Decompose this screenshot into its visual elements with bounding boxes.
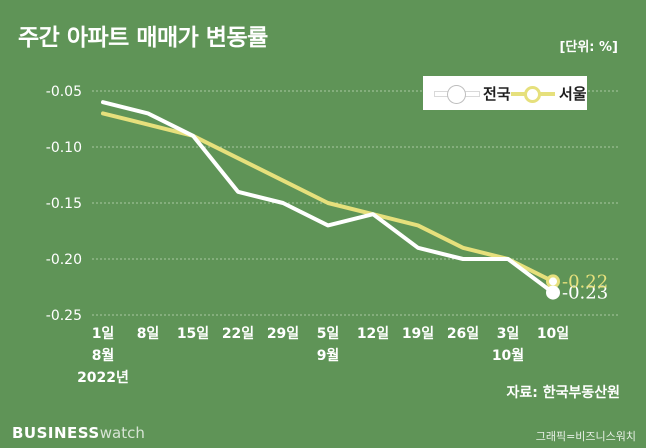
- y-tick-label: -0.25: [46, 308, 82, 324]
- x-tick-label: 29일: [267, 326, 299, 342]
- national-marker-icon: [448, 86, 465, 103]
- x-tick-label: 12일: [357, 326, 389, 342]
- series-lines: [101, 100, 560, 300]
- x-tick-label: 3일: [497, 326, 520, 342]
- x-tick-label: 1일: [92, 326, 115, 342]
- y-axis-ticks: -0.05 -0.10 -0.15 -0.20 -0.25: [46, 84, 82, 324]
- x-tick-label: 19일: [402, 326, 434, 342]
- y-tick-label: -0.15: [46, 196, 82, 212]
- x-axis-ticks: 1일 8월 2022년 8일 15일 22일 29일 5일 9월 12일 19일 26일 3일 10월 10…: [77, 326, 569, 386]
- source-note: 자료: 한국부동산원: [506, 385, 620, 401]
- series-line: [101, 100, 555, 295]
- seoul-marker-icon: [524, 86, 541, 103]
- chart-title: 주간 아파트 매매가 변동률: [18, 25, 268, 51]
- graphic-credit: 그래픽=비즈니스워치: [535, 430, 636, 443]
- x-tick-sublabel: 9월: [317, 347, 340, 364]
- end-value-label: -0.23: [562, 283, 608, 304]
- legend-label-national: 전국: [483, 85, 511, 103]
- unit-label: [단위: %]: [559, 40, 618, 55]
- legend: 전국 서울: [423, 76, 587, 110]
- end-point-marker: [546, 285, 560, 300]
- brand-main: BUSINESS: [12, 424, 100, 442]
- end-point-marker: [546, 274, 560, 289]
- series-line: [101, 111, 555, 284]
- x-tick-sublabel: 2022년: [77, 370, 129, 386]
- x-tick-label: 15일: [177, 326, 209, 342]
- x-tick-label: 8일: [137, 326, 160, 342]
- end-labels: -0.23-0.22: [562, 271, 608, 303]
- legend-label-seoul: 서울: [559, 85, 587, 103]
- y-tick-label: -0.20: [46, 252, 82, 268]
- y-tick-label: -0.10: [46, 140, 82, 156]
- x-tick-label: 10일: [537, 326, 569, 342]
- brand-logo: BUSINESSwatch: [12, 424, 145, 442]
- x-tick-label: 22일: [222, 326, 254, 342]
- x-tick-label: 26일: [447, 326, 479, 342]
- end-value-label: -0.22: [562, 271, 608, 292]
- x-tick-sublabel: 8월: [92, 347, 115, 364]
- brand-sub: watch: [99, 424, 145, 442]
- y-tick-label: -0.05: [46, 84, 82, 100]
- x-tick-sublabel: 10월: [492, 347, 524, 364]
- x-tick-label: 5일: [317, 326, 340, 342]
